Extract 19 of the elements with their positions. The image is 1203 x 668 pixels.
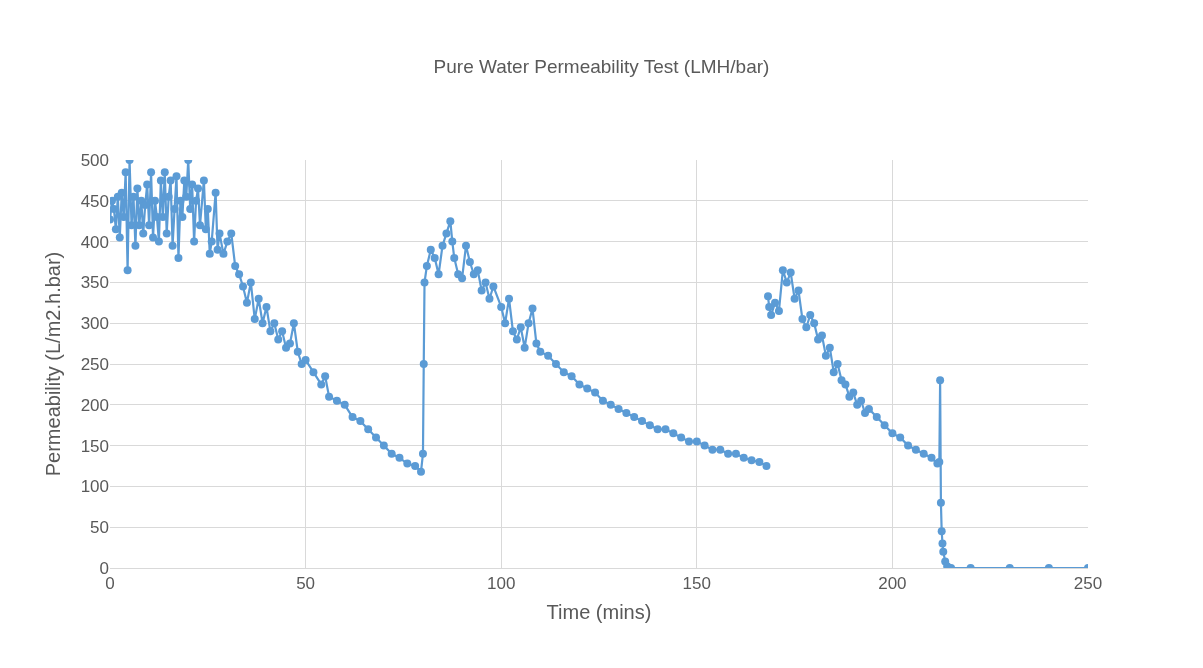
y-tick-label: 250 <box>80 354 109 374</box>
y-axis-title: Permeability (L/m2.h.bar) <box>42 251 65 477</box>
x-tick-label: 50 <box>296 574 316 594</box>
x-tick-label: 100 <box>487 574 516 594</box>
y-tick-label: 300 <box>80 314 109 334</box>
y-tick-label: 0 <box>99 558 109 578</box>
y-tick-label: 450 <box>80 191 109 211</box>
y-tick-label: 50 <box>90 518 109 538</box>
y-tick-label: 200 <box>80 395 109 415</box>
y-tick-label: 400 <box>80 232 109 252</box>
x-tick-label: 200 <box>878 574 907 594</box>
x-tick-label: 150 <box>682 574 711 594</box>
x-axis-title: Time (mins) <box>546 600 652 623</box>
y-tick-label: 150 <box>80 436 109 456</box>
y-tick-label: 100 <box>80 477 109 497</box>
y-tick-label: 500 <box>80 150 109 170</box>
y-tick-label: 350 <box>80 273 109 293</box>
chart-title: Pure Water Permeability Test (LMH/bar) <box>433 56 770 78</box>
x-tick-label: 250 <box>1073 574 1103 594</box>
